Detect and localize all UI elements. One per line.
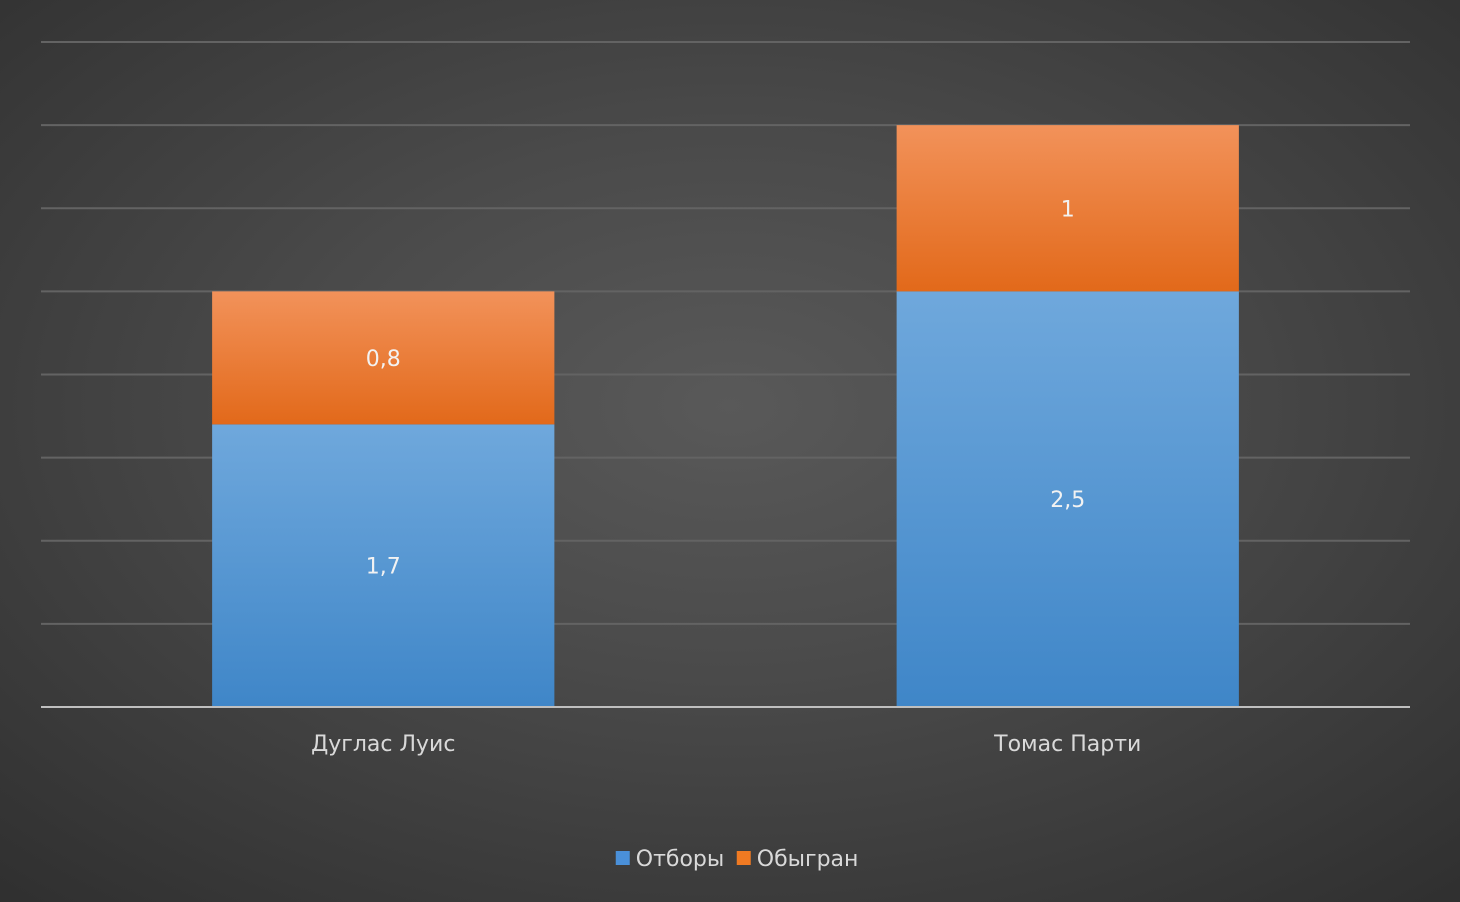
category-label-2: Томас Парти <box>993 732 1141 757</box>
bar-tackles-1 <box>212 424 555 707</box>
legend-label-dribbled-past: Обыгран <box>757 847 859 872</box>
bar-dribbled-past-1 <box>212 291 555 425</box>
data-label-dribbled-past-2: 1 <box>1061 197 1075 222</box>
legend-swatch-dribbled-past <box>736 851 751 865</box>
legend: Отборы Обыгран <box>615 847 859 872</box>
data-label-tackles-2: 2,5 <box>1050 488 1085 513</box>
labels: 1,7 0,8 Дуглас Луис 2,5 1 Томас Парти <box>311 197 1141 757</box>
data-label-tackles-1: 1,7 <box>366 555 401 580</box>
bar-tackles-2 <box>896 291 1239 707</box>
bar-dribbled-past-2 <box>896 125 1239 292</box>
category-label-1: Дуглас Луис <box>311 732 455 757</box>
legend-swatch-tackles <box>615 851 630 865</box>
legend-label-tackles: Отборы <box>636 847 725 872</box>
data-label-dribbled-past-1: 0,8 <box>366 347 401 372</box>
bars <box>212 125 1239 707</box>
